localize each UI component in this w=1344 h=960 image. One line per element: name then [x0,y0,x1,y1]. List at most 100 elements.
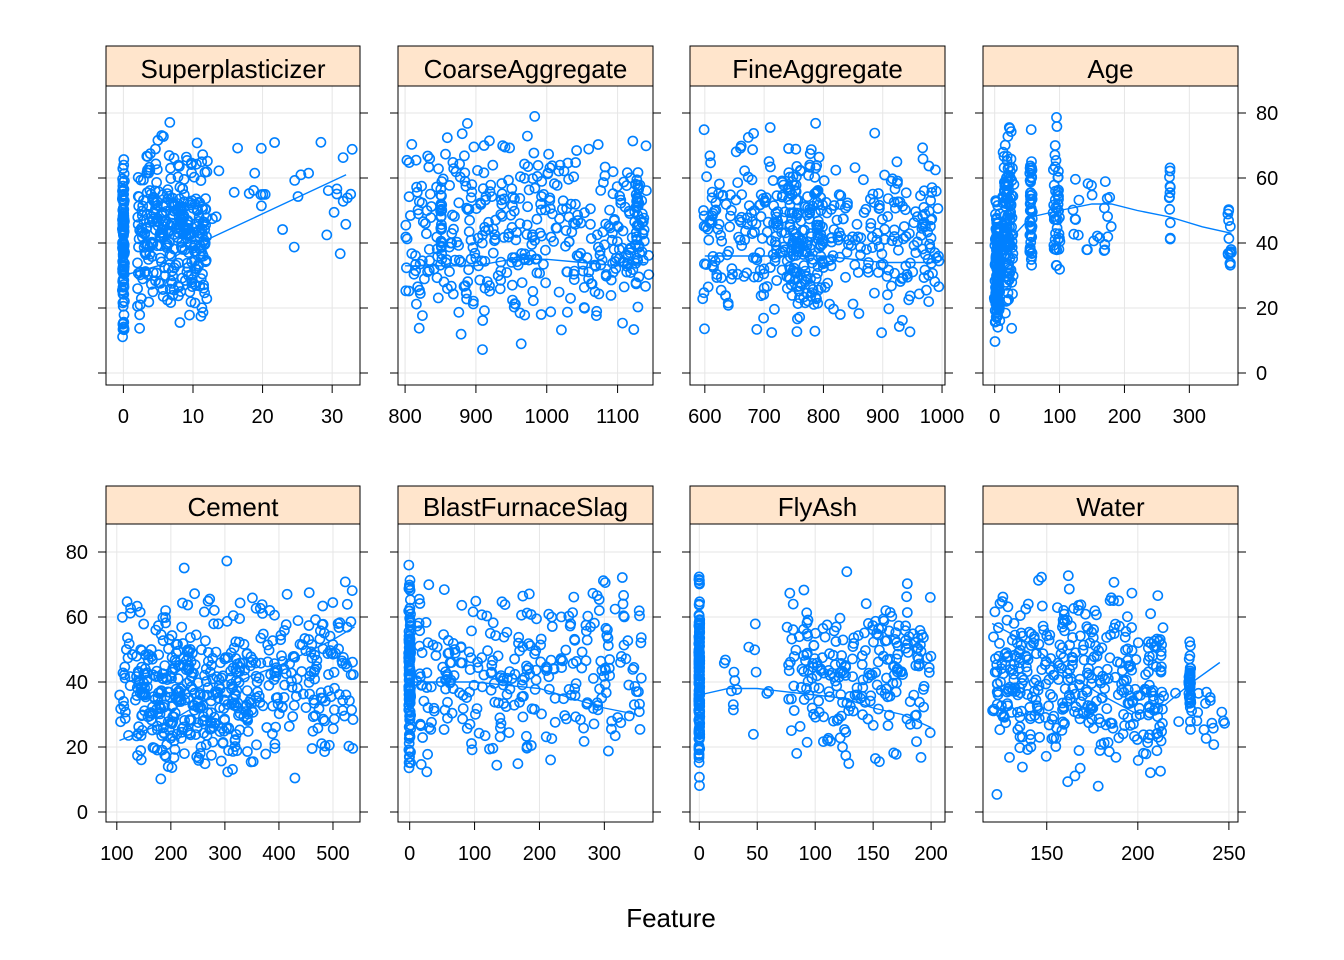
data-point [751,254,763,266]
data-point [512,259,524,271]
data-point [886,280,897,292]
data-point [262,656,274,668]
data-point [912,632,924,644]
data-point [422,150,434,162]
data-point [309,649,321,661]
data-point [792,313,803,325]
data-point [842,200,853,212]
data-point [432,292,444,304]
data-point [630,178,641,190]
data-point [278,663,290,675]
data-point [1098,737,1110,749]
data-point [819,281,831,293]
data-point [486,666,497,678]
data-point [754,264,766,276]
data-point [790,644,802,656]
data-point [817,652,828,664]
data-point [517,711,529,723]
panel-superplasticizer: Superplasticizer 0 10 20 30 [98,45,368,428]
data-point [150,203,161,214]
data-point [522,201,533,213]
data-point [588,673,599,684]
data-point [1056,662,1067,674]
data-point [698,205,709,216]
data-point [1132,637,1144,649]
data-point [229,735,241,746]
data-point [697,293,709,305]
data-point [703,234,715,246]
data-point [877,213,888,225]
data-point [726,263,738,275]
data-point [119,669,130,681]
data-point [870,667,881,678]
data-point [761,688,773,699]
data-point [463,203,475,215]
data-point [1123,661,1135,673]
data-point [1081,244,1093,256]
data-point [403,559,415,571]
data-point [630,277,642,289]
data-point [1006,276,1018,288]
data-point [1083,669,1095,681]
data-point [118,195,130,206]
data-point [303,167,314,179]
data-point [1001,652,1013,663]
data-point [1113,595,1124,607]
data-point [417,732,428,743]
data-point [727,699,739,710]
data-point [1156,661,1167,673]
data-point [117,263,128,275]
data-point [190,280,202,291]
data-point [546,733,558,744]
data-point [441,132,453,144]
x-tick-label: 900 [866,406,899,428]
data-point [1129,683,1141,695]
data-point [160,605,171,616]
data-point [202,682,214,694]
data-point [403,191,415,203]
data-point [1222,208,1234,220]
data-point [431,272,443,284]
data-point [118,295,130,307]
data-point [630,202,642,213]
data-point [144,248,156,260]
data-point [131,600,143,612]
data-point [255,142,267,154]
data-point [726,685,737,697]
data-point [694,729,705,740]
data-point [1103,746,1115,758]
data-point [421,766,433,778]
data-point [435,205,446,217]
data-point [694,771,705,783]
data-point [272,692,283,703]
data-point [477,183,489,195]
data-point [570,198,581,210]
data-point [436,253,448,265]
data-point [175,286,187,297]
data-point [337,652,349,663]
strip-title: CoarseAggregate [424,54,628,84]
data-point [469,708,481,720]
data-point [227,764,238,775]
data-point [529,111,541,122]
data-point [847,231,858,243]
data-point [849,259,861,271]
data-point [276,701,288,713]
data-point [752,271,764,283]
x-tick-label: 0 [404,843,415,865]
strip-header [105,485,361,525]
y-tick-label: 40 [1256,233,1278,255]
data-point [917,142,928,154]
data-point [1078,654,1090,666]
data-point [904,718,916,730]
data-point [828,625,840,637]
data-point [798,260,810,271]
data-point [549,716,561,728]
data-point [417,216,429,228]
strip-title: Water [1076,492,1145,522]
data-point [812,184,824,196]
data-point [155,629,167,641]
data-point [694,622,705,634]
data-point [529,182,541,194]
data-point [194,748,206,759]
